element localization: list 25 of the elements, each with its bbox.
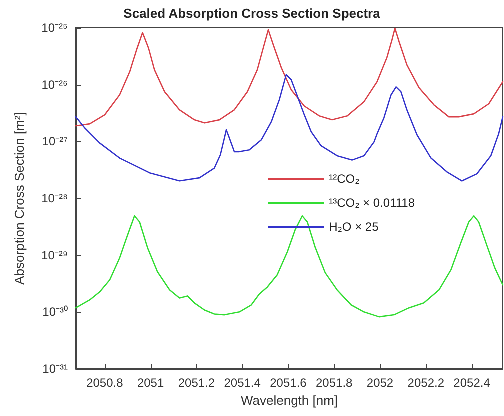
legend-label: H₂O × 25 <box>329 220 380 234</box>
line-series <box>75 28 504 127</box>
y-tick-label: 10⁻²⁸ <box>42 192 68 206</box>
line-series <box>75 215 504 318</box>
y-axis-title: Absorption Cross Section [m²] <box>12 112 27 285</box>
x-tick-label: 2051.4 <box>224 376 262 390</box>
y-tick-label: 10⁻²⁵ <box>42 21 68 35</box>
y-tick-label: 10⁻²⁶ <box>42 78 68 92</box>
y-tick-label: 10⁻²⁹ <box>42 248 68 262</box>
y-tick-label: 10⁻²⁷ <box>42 134 68 149</box>
x-tick-label: 2050.8 <box>86 376 124 390</box>
x-tick-label: 2051.8 <box>316 376 354 390</box>
x-tick-label: 2052.4 <box>454 376 491 390</box>
x-tick-label: 2052 <box>366 376 394 390</box>
legend-label: ¹³CO₂ × 0.01118 <box>329 196 416 210</box>
x-tick-label: 2051 <box>137 376 164 390</box>
y-tick-label: 10⁻³¹ <box>42 362 68 376</box>
x-tick-label: 2052.2 <box>408 376 445 390</box>
y-tick-label: 10⁻³⁰ <box>42 305 68 320</box>
chart-title: Scaled Absorption Cross Section Spectra <box>124 6 382 21</box>
legend-label: ¹²CO₂ <box>329 172 360 186</box>
line-series <box>75 74 504 182</box>
x-axis-title: Wavelength [nm] <box>240 392 338 408</box>
x-tick-label: 2051.2 <box>178 376 216 390</box>
x-tick-label: 2051.6 <box>270 376 308 390</box>
